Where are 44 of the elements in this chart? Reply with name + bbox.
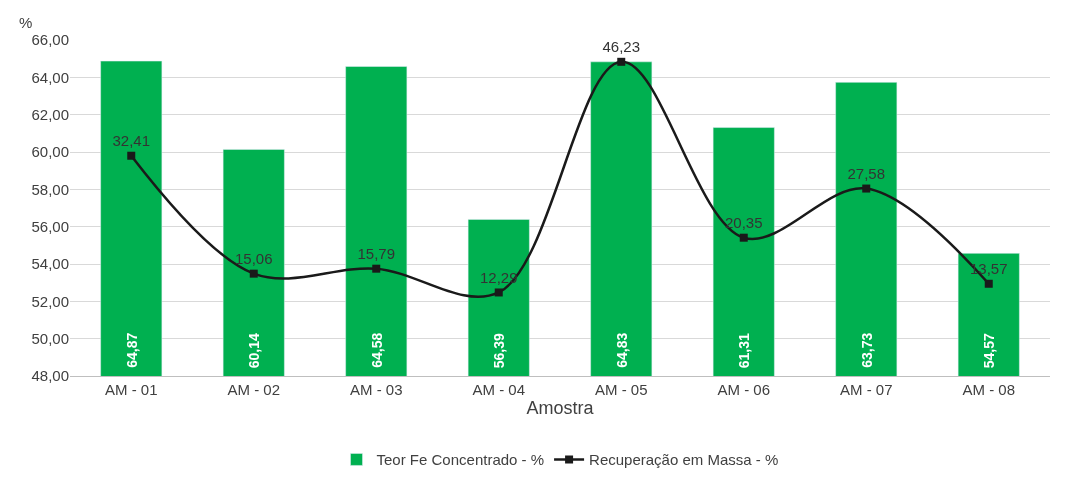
y-tick-label: 62,00 bbox=[31, 105, 69, 123]
point bbox=[372, 264, 381, 273]
point bbox=[862, 184, 871, 193]
point bbox=[127, 151, 136, 160]
data-label: 32,41 bbox=[112, 131, 151, 149]
data-label: 64,87 bbox=[123, 332, 140, 368]
x-tick-label: AM - 05 bbox=[594, 381, 648, 398]
y-tick-label: 54,00 bbox=[31, 255, 69, 273]
data-label: 63,73 bbox=[858, 332, 875, 368]
y-tick-label: 50,00 bbox=[31, 329, 69, 347]
point bbox=[984, 279, 993, 288]
y-tick-label: 60,00 bbox=[31, 143, 69, 161]
point bbox=[494, 288, 503, 297]
data-label: 15,06 bbox=[234, 249, 273, 267]
x-tick-label: AM - 04 bbox=[472, 381, 526, 398]
y-tick-label: 48,00 bbox=[31, 367, 69, 385]
legend-label: Recuperação em Massa - % bbox=[589, 451, 779, 469]
point bbox=[249, 269, 258, 278]
x-axis-title: Amostra bbox=[526, 398, 595, 419]
x-tick-label: AM - 07 bbox=[839, 381, 893, 398]
data-label: 27,58 bbox=[847, 164, 886, 182]
y-tick-label: 56,00 bbox=[31, 217, 69, 235]
data-label: 54,57 bbox=[981, 333, 998, 369]
point bbox=[617, 57, 626, 66]
data-label: 61,31 bbox=[736, 333, 753, 369]
data-label: 15,79 bbox=[357, 244, 396, 262]
x-tick-label: AM - 02 bbox=[227, 381, 281, 398]
y-axis-title: % bbox=[19, 14, 33, 31]
x-tick-label: AM - 01 bbox=[104, 381, 158, 398]
y-tick-label: 52,00 bbox=[31, 292, 69, 310]
y-tick-label: 64,00 bbox=[31, 68, 69, 86]
data-label: 56,39 bbox=[491, 333, 508, 369]
y-tick-label: 66,00 bbox=[31, 31, 69, 49]
data-label: 64,58 bbox=[368, 332, 385, 368]
legend-label: Teor Fe Concentrado - % bbox=[376, 451, 545, 469]
y-tick-label: 58,00 bbox=[31, 180, 69, 198]
x-tick-label: AM - 06 bbox=[717, 381, 771, 398]
data-label: 46,23 bbox=[602, 38, 641, 56]
x-tick-label: AM - 03 bbox=[349, 381, 403, 398]
data-label: 64,83 bbox=[613, 332, 630, 368]
x-tick-label: AM - 08 bbox=[962, 381, 1016, 398]
point bbox=[739, 233, 748, 242]
data-label: 20,35 bbox=[724, 213, 763, 231]
data-label: 60,14 bbox=[246, 333, 263, 369]
